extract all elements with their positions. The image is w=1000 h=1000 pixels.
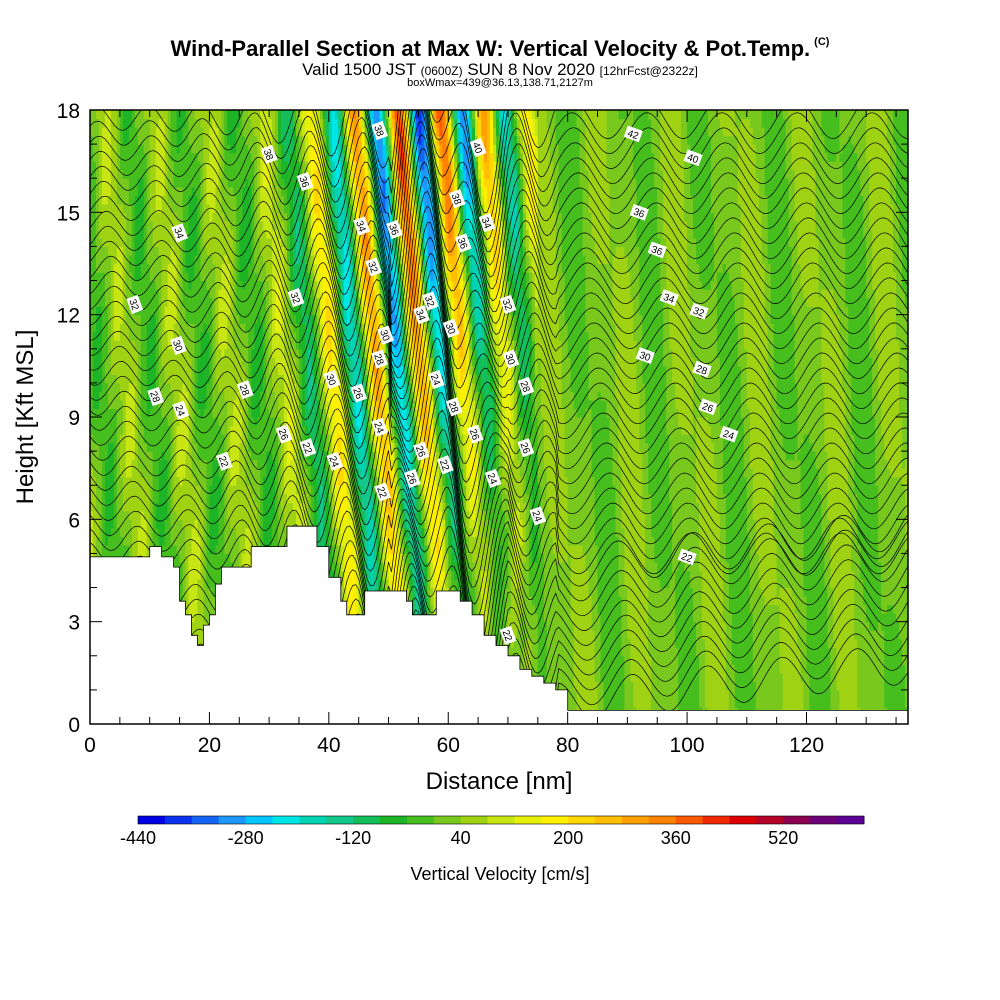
cross-section-chart: 3836343230282422282622323024263432382830…: [0, 0, 1000, 1000]
